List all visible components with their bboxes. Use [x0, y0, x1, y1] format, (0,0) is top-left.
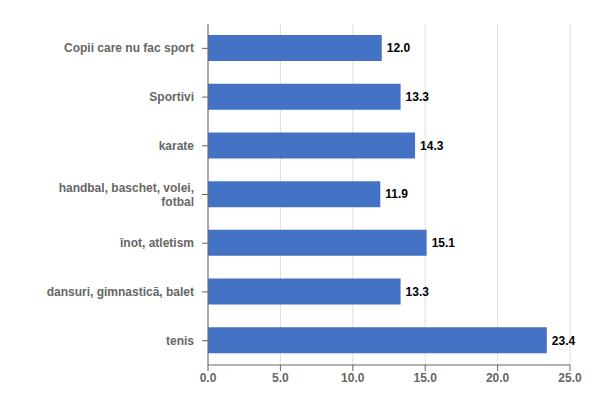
svg-text:13.3: 13.3 — [406, 285, 430, 299]
svg-text:11.9: 11.9 — [385, 187, 408, 201]
svg-text:Sportivi: Sportivi — [149, 90, 194, 104]
svg-text:înot, atletism: înot, atletism — [119, 236, 194, 250]
svg-text:15.1: 15.1 — [432, 236, 456, 250]
svg-text:13.3: 13.3 — [406, 90, 430, 104]
svg-text:20.0: 20.0 — [486, 371, 510, 385]
svg-text:karate: karate — [159, 139, 195, 153]
svg-text:5.0: 5.0 — [272, 371, 289, 385]
svg-text:tenis: tenis — [166, 334, 194, 348]
svg-text:14.3: 14.3 — [420, 139, 444, 153]
svg-text:Copii care nu fac sport: Copii care nu fac sport — [64, 41, 194, 55]
svg-text:10.0: 10.0 — [341, 371, 365, 385]
svg-text:23.4: 23.4 — [552, 334, 576, 348]
svg-text:handbal, baschet, volei,fotbal: handbal, baschet, volei,fotbal — [59, 181, 194, 209]
svg-text:15.0: 15.0 — [414, 371, 438, 385]
svg-text:25.0: 25.0 — [558, 371, 582, 385]
svg-text:12.0: 12.0 — [387, 41, 411, 55]
svg-text:0.0: 0.0 — [200, 371, 217, 385]
svg-text:dansuri, gimnastică, balet: dansuri, gimnastică, balet — [47, 285, 194, 299]
